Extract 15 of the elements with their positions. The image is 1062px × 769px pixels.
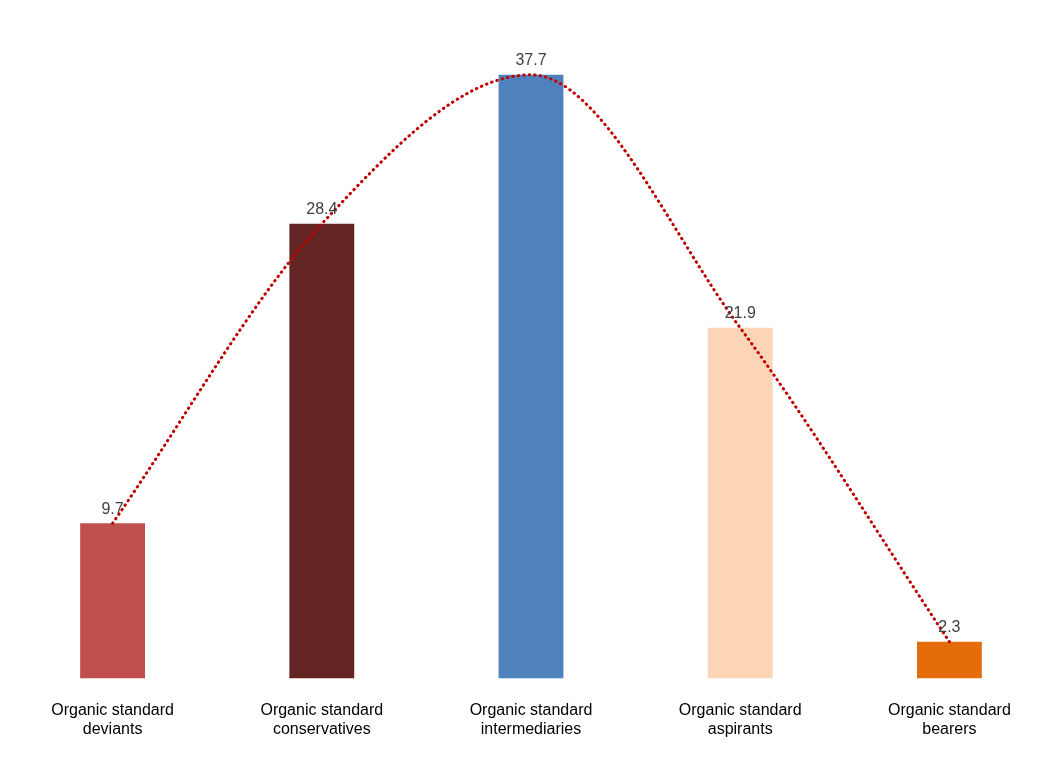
bar: [289, 223, 355, 679]
data-label: 2.3: [938, 618, 961, 636]
x-tick-label: Organic standard aspirants: [678, 700, 802, 737]
data-label: 21.9: [724, 304, 756, 322]
bar: [916, 641, 982, 679]
bar: [498, 74, 564, 679]
bar: [80, 523, 146, 679]
x-tick-label: Organic standard conservatives: [260, 700, 384, 737]
x-tick-label: Organic standard deviants: [51, 700, 174, 737]
x-tick-label: Organic standard bearers: [888, 700, 1011, 737]
data-label: 28.4: [306, 200, 338, 218]
x-tick-label: Organic standard intermediaries: [469, 700, 593, 737]
data-label: 9.7: [101, 499, 124, 517]
bar: [707, 327, 773, 679]
data-label: 37.7: [515, 51, 547, 69]
